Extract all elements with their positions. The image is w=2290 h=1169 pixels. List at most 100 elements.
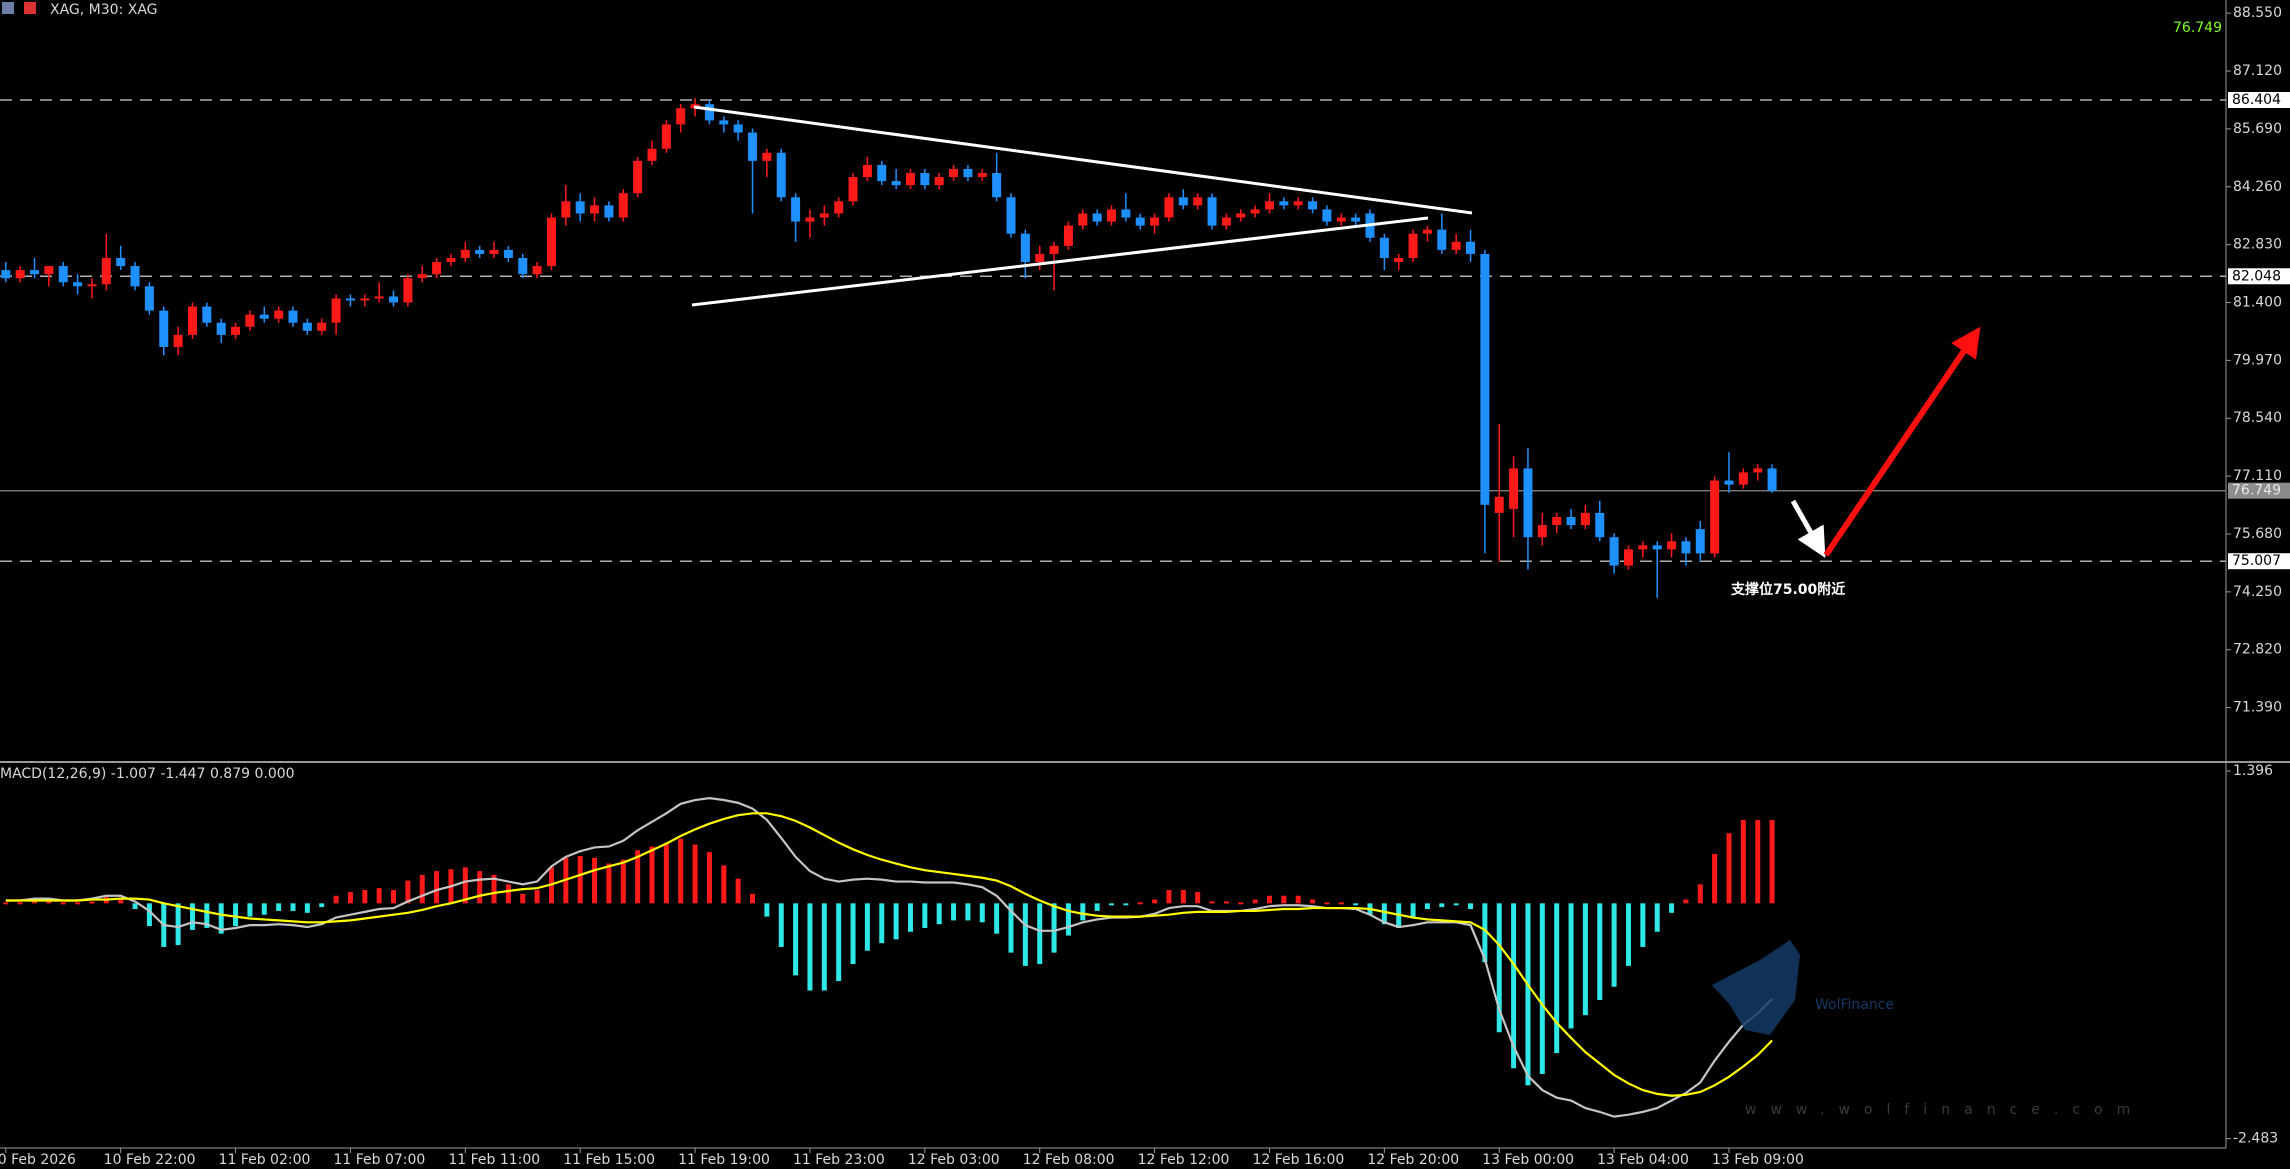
macd-bar: [864, 903, 870, 951]
x-tick-label: 12 Feb 16:00: [1252, 1152, 1344, 1168]
macd-bar: [1482, 903, 1488, 963]
candle-body: [1063, 225, 1073, 246]
candle-body: [633, 160, 643, 194]
macd-bar: [1525, 903, 1531, 1086]
candle-body: [1580, 512, 1590, 526]
candle-body: [733, 124, 743, 133]
macd-bar: [1769, 820, 1775, 904]
x-tick-label: 13 Feb 04:00: [1597, 1152, 1689, 1168]
macd-bar: [1439, 903, 1445, 908]
x-tick-label: 11 Feb 23:00: [793, 1152, 885, 1168]
candle-body: [173, 334, 183, 348]
y-tick-label: 1.396: [2233, 763, 2273, 779]
candle-body: [446, 257, 456, 263]
macd-bar: [1266, 895, 1272, 904]
macd-bar: [649, 846, 655, 904]
macd-bar: [620, 859, 626, 904]
macd-bar: [290, 903, 296, 911]
candle-body: [187, 306, 197, 335]
macd-bar: [1740, 819, 1746, 904]
candle-body: [489, 249, 499, 254]
candle-body: [1408, 233, 1418, 258]
x-tick-label: 12 Feb 20:00: [1367, 1152, 1459, 1168]
macd-bar: [1683, 899, 1689, 904]
macd-bar: [1554, 903, 1560, 1054]
candle-body: [1422, 229, 1432, 234]
macd-bar: [577, 855, 583, 904]
macd-bar: [1468, 903, 1474, 910]
macd-bar: [132, 903, 138, 910]
y-tick-label: 71.390: [2233, 700, 2282, 716]
x-tick-label: 11 Feb 11:00: [448, 1152, 540, 1168]
macd-bar: [850, 903, 856, 965]
candle-body: [331, 298, 341, 323]
candle-body: [245, 314, 255, 327]
macd-bar: [1611, 903, 1617, 987]
macd-bar: [1568, 903, 1574, 1029]
candle-body: [1264, 201, 1274, 210]
candle-body: [1020, 233, 1030, 263]
candle-body: [432, 262, 442, 275]
macd-bar: [477, 871, 483, 904]
macd-bar: [261, 903, 267, 915]
candle-body: [1566, 516, 1576, 526]
macd-bar: [3, 902, 9, 905]
macd-bar: [1511, 903, 1517, 1069]
macd-bar: [146, 903, 152, 927]
candle-body: [1, 270, 11, 279]
macd-bar: [1669, 903, 1675, 913]
candle-body: [302, 322, 312, 331]
current-price-label: 76.749: [2232, 483, 2281, 499]
candle-body: [1308, 201, 1318, 210]
macd-bar: [735, 878, 741, 904]
candle-body: [834, 201, 844, 214]
macd-bar: [333, 895, 339, 904]
candle-body: [503, 249, 513, 258]
candle-body: [819, 213, 829, 218]
macd-bar: [1625, 903, 1631, 966]
x-tick-label: 11 Feb 07:00: [333, 1152, 425, 1168]
macd-bar: [879, 903, 885, 944]
candle-body: [776, 152, 786, 198]
x-tick-label: 11 Feb 15:00: [563, 1152, 655, 1168]
y-tick-label: 79.970: [2233, 352, 2282, 368]
candle-body: [1638, 545, 1648, 550]
candle-body: [1494, 496, 1504, 513]
macd-bar: [663, 842, 669, 904]
trendline-lower: [691, 216, 1429, 307]
macd-bar: [922, 903, 928, 928]
candle-body: [460, 249, 470, 258]
level-label-box: [2228, 268, 2290, 285]
candle-body: [1552, 516, 1562, 526]
macd-bar: [1295, 895, 1301, 904]
candle-body: [891, 181, 901, 186]
macd-bar: [189, 903, 195, 930]
macd-bar: [1353, 903, 1359, 906]
candle-body: [805, 217, 815, 222]
candle-body: [762, 152, 772, 161]
macd-bar: [534, 890, 540, 904]
macd-bar: [1381, 903, 1387, 925]
candle-body: [1480, 253, 1490, 505]
macd-bar: [204, 903, 210, 928]
macd-bar: [893, 903, 899, 940]
macd-bar: [60, 902, 66, 905]
macd-bar: [1338, 902, 1344, 905]
macd-bar: [592, 857, 598, 904]
macd-bar: [692, 844, 698, 904]
macd-bar: [434, 871, 440, 904]
y-tick-label: -2.483: [2233, 1131, 2278, 1147]
candle-body: [1193, 197, 1203, 206]
candle-body: [992, 173, 1002, 198]
macd-bar: [17, 902, 23, 905]
candle-body: [1236, 213, 1246, 218]
candle-body: [1681, 541, 1691, 554]
candle-body: [848, 177, 858, 202]
macd-bar: [1094, 903, 1100, 911]
candle-body: [920, 173, 930, 186]
support-annotation: 支撑位75.00附近: [1730, 581, 1845, 598]
candle-body: [360, 298, 370, 301]
macd-bar: [1582, 903, 1588, 1016]
macd-bar: [89, 901, 95, 904]
candle-body: [1509, 468, 1519, 509]
